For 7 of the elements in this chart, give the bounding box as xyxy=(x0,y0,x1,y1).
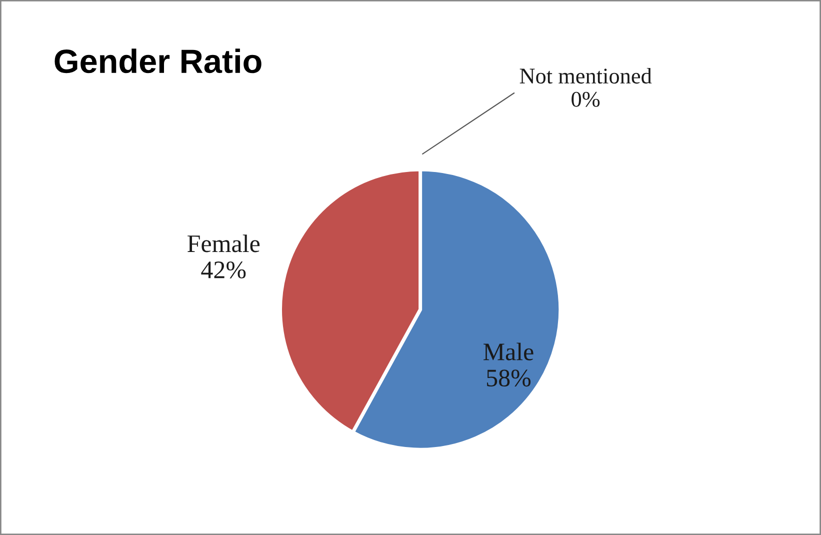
data-label: 58% xyxy=(487,370,531,387)
slice-label: Female xyxy=(188,234,260,252)
chart-title: Gender Ratio xyxy=(54,48,262,74)
slice-label: Male xyxy=(484,342,534,360)
text: 0% xyxy=(572,92,600,107)
category-label: Not mentioned xyxy=(520,68,652,84)
data-label: 42% xyxy=(201,261,246,278)
